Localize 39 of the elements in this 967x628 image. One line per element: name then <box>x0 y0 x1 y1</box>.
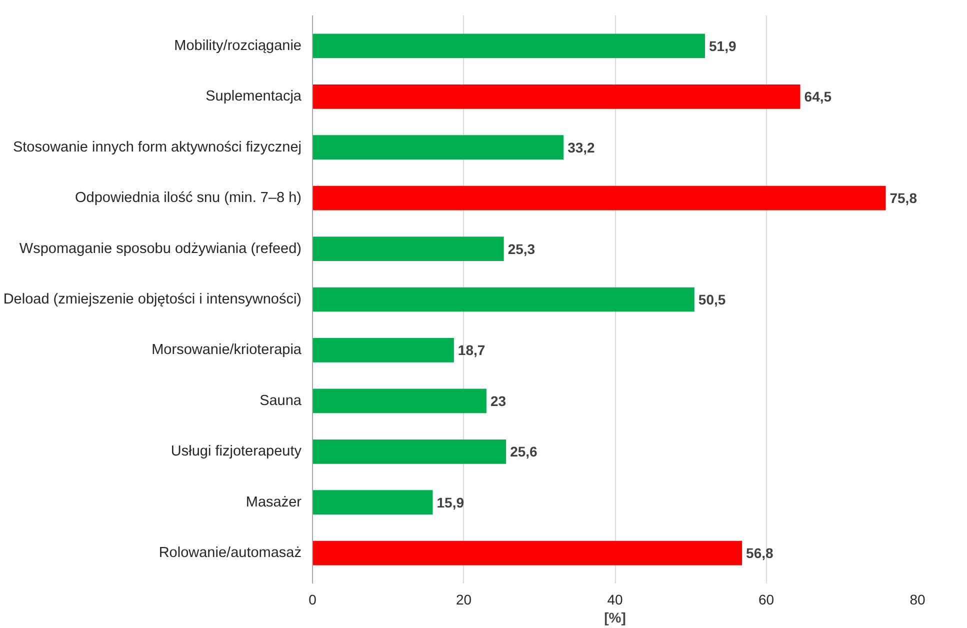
x-axis-title: [%] <box>604 610 626 626</box>
x-tick-label: 0 <box>308 592 317 608</box>
data-label: 56,8 <box>746 545 774 562</box>
data-label: 64,5 <box>804 88 832 105</box>
y-tick-label: Stosowanie innych form aktywności fizycznej <box>12 139 302 156</box>
bar <box>312 439 506 464</box>
y-tick-label: Sauna <box>260 392 302 409</box>
bar <box>312 135 564 160</box>
data-label: 33,2 <box>568 139 596 156</box>
data-label: 15,9 <box>436 494 464 510</box>
bar <box>312 338 454 362</box>
y-tick-label: Suplementacja <box>206 88 302 105</box>
x-tick-label: 60 <box>758 592 774 608</box>
bar <box>312 186 886 210</box>
y-tick-label: Masażer <box>246 494 302 510</box>
bar <box>312 236 504 261</box>
data-label: 25,3 <box>508 240 536 257</box>
bar <box>312 34 705 58</box>
data-label: 51,9 <box>708 38 736 54</box>
y-tick-label: Deload (zmiejszenie objętości i intensywności) <box>3 292 302 308</box>
x-tick-label: 20 <box>456 592 472 608</box>
y-tick-label: Usługi fizjoterapeuty <box>170 444 302 460</box>
data-label: 50,5 <box>698 292 726 308</box>
data-label: 18,7 <box>458 342 486 358</box>
x-tick-label: 40 <box>607 592 623 608</box>
y-tick-label: Wspomaganie sposobu odżywiania (refeed) <box>19 240 302 257</box>
y-tick-label: Odpowiednia ilość snu (min. 7–8 h) <box>75 190 302 206</box>
y-tick-label: Rolowanie/automasaż <box>158 545 302 562</box>
bar <box>312 490 433 515</box>
bar <box>312 287 694 312</box>
bar <box>312 84 800 109</box>
x-tick-label: 80 <box>910 592 926 608</box>
data-label: 25,6 <box>510 444 538 460</box>
y-tick-label: Morsowanie/krioterapia <box>152 342 302 358</box>
bar <box>312 388 486 414</box>
data-label: 75,8 <box>890 190 918 206</box>
bar <box>312 540 742 566</box>
data-label: 23 <box>490 392 506 409</box>
y-tick-label: Mobility/rozciąganie <box>174 38 302 54</box>
